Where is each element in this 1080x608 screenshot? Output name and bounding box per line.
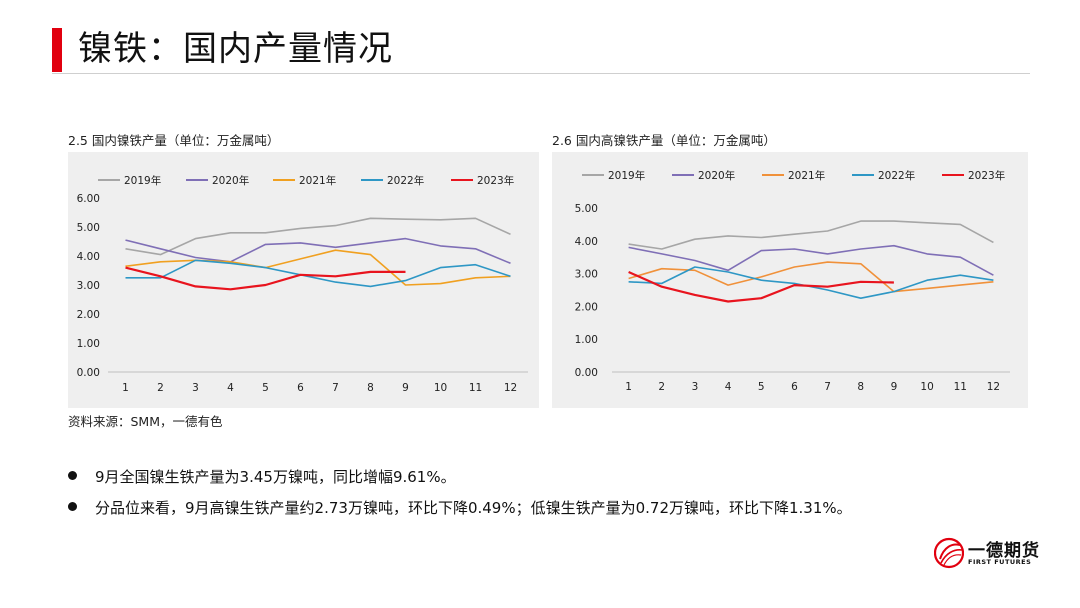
series-line-2021年 [125,249,511,286]
y-tick-label: 1.00 [575,334,598,346]
series-line-2022年 [628,266,994,299]
title-accent-bar [52,28,62,72]
bullet-dot [68,471,77,480]
y-tick-label: 3.00 [77,280,100,292]
x-tick-label: 4 [227,382,234,394]
chart-1-plot: 0.001.002.003.004.005.006.001 2 3 4 5 6 7 8 9 10 1… [77,174,528,394]
y-tick-label: 0.00 [575,367,598,379]
legend-label: 2019年 [124,174,161,187]
x-tick-label: 11 [954,381,967,393]
legend-label: 2023年 [968,169,1005,182]
legend-label: 2020年 [212,174,249,187]
y-tick-label: 5.00 [77,222,100,234]
x-tick-label: 12 [504,382,517,394]
chart-2-panel: 0.00 1.00 2.00 3.00 4.00 5.00 1 2 3 4 5 6 7 8 9 10 11 12 2… [552,152,1028,408]
legend-label: 2022年 [878,169,915,182]
y-tick-label: 4.00 [77,251,100,263]
chart-1-label: 2.5 国内镍铁产量（单位：万金属吨） [68,133,280,148]
y-tick-label: 5.00 [575,203,598,215]
legend-label: 2022年 [387,174,424,187]
x-tick-label: 2 [658,381,665,393]
x-tick-label: 9 [891,381,898,393]
series-line-2022年 [125,259,511,288]
x-tick-label: 5 [262,382,269,394]
x-tick-label: 1 [625,381,632,393]
x-tick-label: 8 [857,381,864,393]
bullet-text: 9月全国镍生铁产量为3.45万镍吨，同比增幅9.61%。 [95,468,456,486]
x-tick-label: 6 [791,381,798,393]
y-tick-label: 1.00 [77,338,100,350]
bullet-item: 分品位来看，9月高镍生铁产量约2.73万镍吨，环比下降0.49%；低镍生铁产量为… [68,497,852,518]
series-line-2019年 [125,217,511,256]
logo-emblem-icon [934,537,964,569]
legend-label: 2020年 [698,169,735,182]
page-title: 镍铁：国内产量情况 [78,29,393,69]
logo-name-en: FIRST FUTURES [968,558,1032,566]
x-tick-label: 6 [297,382,304,394]
legend-label: 2021年 [299,174,336,187]
bullet-text: 分品位来看，9月高镍生铁产量约2.73万镍吨，环比下降0.49%；低镍生铁产量为… [95,499,852,517]
series-line-2019年 [628,220,994,250]
bullet-item: 9月全国镍生铁产量为3.45万镍吨，同比增幅9.61%。 [68,466,456,487]
x-tick-label: 2 [157,382,164,394]
series-line-2020年 [628,244,994,276]
y-tick-label: 2.00 [575,301,598,313]
legend-label: 2021年 [788,169,825,182]
y-tick-label: 2.00 [77,309,100,321]
y-tick-label: 0.00 [77,367,100,379]
data-source-note: 资料来源：SMM，一德有色 [68,414,223,429]
series-line-2020年 [125,237,511,265]
legend-label: 2019年 [608,169,645,182]
x-tick-label: 3 [692,381,699,393]
x-tick-label: 12 [987,381,1000,393]
x-tick-label: 9 [402,382,409,394]
x-tick-label: 11 [469,382,482,394]
x-tick-label: 10 [920,381,933,393]
chart-2-label: 2.6 国内高镍铁产量（单位：万金属吨） [552,133,776,148]
title-divider [52,73,1030,74]
y-tick-label: 6.00 [77,193,100,205]
x-tick-label: 8 [367,382,374,394]
chart-1-panel: 0.00 1.00 2.00 3.00 4.00 5.00 6.00 1 2 3 4 5 6 7 8 9 10 1… [68,152,539,408]
x-tick-label: 4 [725,381,732,393]
x-tick-label: 5 [758,381,765,393]
x-tick-label: 7 [824,381,831,393]
x-tick-label: 10 [434,382,447,394]
bullet-dot [68,502,77,511]
series-line-2023年 [125,266,406,291]
y-tick-label: 4.00 [575,236,598,248]
x-tick-label: 1 [122,382,129,394]
x-tick-label: 7 [332,382,339,394]
company-logo: 一德期货 FIRST FUTURES [934,533,1039,573]
chart-2-plot: 0.001.002.003.004.005.001 2 3 4 5 6 7 8 9 10 11 122… [575,169,1010,393]
series-line-2023年 [628,270,894,303]
legend-label: 2023年 [477,174,514,187]
logo-name-cn: 一德期货 [968,541,1040,561]
y-tick-label: 3.00 [575,269,598,281]
x-tick-label: 3 [192,382,199,394]
